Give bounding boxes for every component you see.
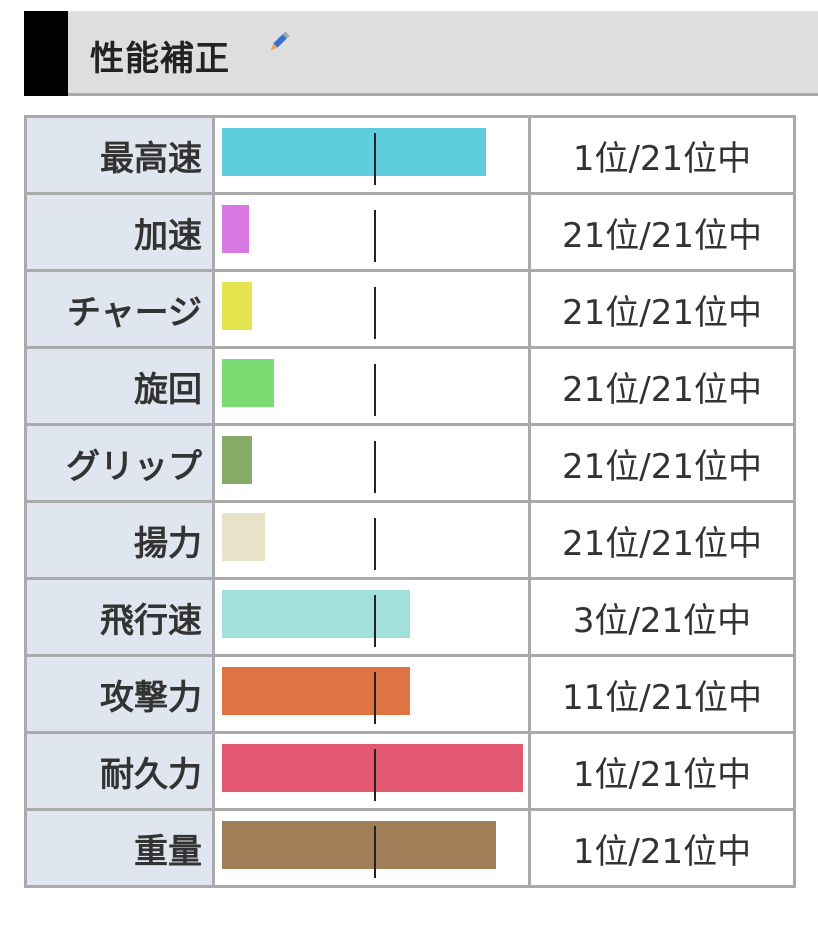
stat-bar-midline: [374, 364, 376, 416]
stat-bar-fill: [222, 821, 496, 869]
stat-label: 最高速: [24, 115, 215, 195]
stat-bar-midline: [374, 287, 376, 339]
stat-bar-track: [222, 359, 526, 416]
stat-label: 重量: [24, 808, 215, 888]
stat-bar-midline: [374, 826, 376, 878]
stat-bar-fill: [222, 744, 523, 792]
stat-label: 旋回: [24, 346, 215, 426]
header-accent-bar: [24, 11, 68, 96]
stat-rank: 21位/21位中: [528, 500, 796, 580]
stat-bar-cell: [212, 192, 531, 272]
stat-bar-cell: [212, 577, 531, 657]
stat-bar-midline: [374, 518, 376, 570]
stat-label: 耐久力: [24, 731, 215, 811]
stat-row: 最高速 1位/21位中: [24, 115, 796, 195]
pencil-icon[interactable]: [266, 29, 292, 55]
stat-bar-track: [222, 667, 526, 724]
stat-bar-fill: [222, 513, 265, 561]
stat-bar-fill: [222, 590, 411, 638]
stat-row: グリップ 21位/21位中: [24, 423, 796, 503]
stat-bar-cell: [212, 269, 531, 349]
stat-bar-cell: [212, 808, 531, 888]
stat-bar-fill: [222, 667, 411, 715]
stat-bar-track: [222, 205, 526, 262]
stat-bar-cell: [212, 115, 531, 195]
stat-bar-midline: [374, 441, 376, 493]
stat-bar-track: [222, 744, 526, 801]
stat-bar-cell: [212, 731, 531, 811]
stat-bar-cell: [212, 423, 531, 503]
stat-bar-cell: [212, 500, 531, 580]
stat-rank: 3位/21位中: [528, 577, 796, 657]
stat-row: 重量 1位/21位中: [24, 808, 796, 888]
performance-table: 最高速 1位/21位中 加速 21位/21位中 チャージ 21位/21位中 旋回 21位/21…: [24, 115, 796, 888]
stat-bar-fill: [222, 205, 250, 253]
stat-bar-fill: [222, 282, 253, 330]
stat-bar-midline: [374, 133, 376, 185]
stat-label: チャージ: [24, 269, 215, 349]
stat-bar-midline: [374, 749, 376, 801]
stat-bar-track: [222, 821, 526, 878]
stat-rank: 11位/21位中: [528, 654, 796, 734]
stat-label: 揚力: [24, 500, 215, 580]
stat-row: 揚力 21位/21位中: [24, 500, 796, 580]
stat-row: 加速 21位/21位中: [24, 192, 796, 272]
stat-bar-cell: [212, 654, 531, 734]
stat-rank: 21位/21位中: [528, 346, 796, 426]
stat-bar-midline: [374, 672, 376, 724]
stat-label: 攻撃力: [24, 654, 215, 734]
stat-bar-midline: [374, 210, 376, 262]
stat-bar-track: [222, 436, 526, 493]
stat-row: 旋回 21位/21位中: [24, 346, 796, 426]
stat-bar-fill: [222, 359, 274, 407]
stat-label: グリップ: [24, 423, 215, 503]
stat-rank: 21位/21位中: [528, 269, 796, 349]
stat-bar-cell: [212, 346, 531, 426]
stat-rank: 21位/21位中: [528, 423, 796, 503]
stat-row: 攻撃力 11位/21位中: [24, 654, 796, 734]
stat-rank: 21位/21位中: [528, 192, 796, 272]
section-header: 性能補正: [24, 11, 818, 96]
stat-rank: 1位/21位中: [528, 115, 796, 195]
stat-bar-track: [222, 590, 526, 647]
stat-bar-fill: [222, 128, 487, 176]
stat-rank: 1位/21位中: [528, 731, 796, 811]
stat-bar-fill: [222, 436, 253, 484]
stat-bar-midline: [374, 595, 376, 647]
section-title: 性能補正: [90, 39, 230, 79]
stat-row: 耐久力 1位/21位中: [24, 731, 796, 811]
stat-bar-track: [222, 282, 526, 339]
stat-label: 飛行速: [24, 577, 215, 657]
stat-bar-track: [222, 128, 526, 185]
stat-bar-track: [222, 513, 526, 570]
stat-label: 加速: [24, 192, 215, 272]
stat-rank: 1位/21位中: [528, 808, 796, 888]
stat-row: チャージ 21位/21位中: [24, 269, 796, 349]
stat-row: 飛行速 3位/21位中: [24, 577, 796, 657]
